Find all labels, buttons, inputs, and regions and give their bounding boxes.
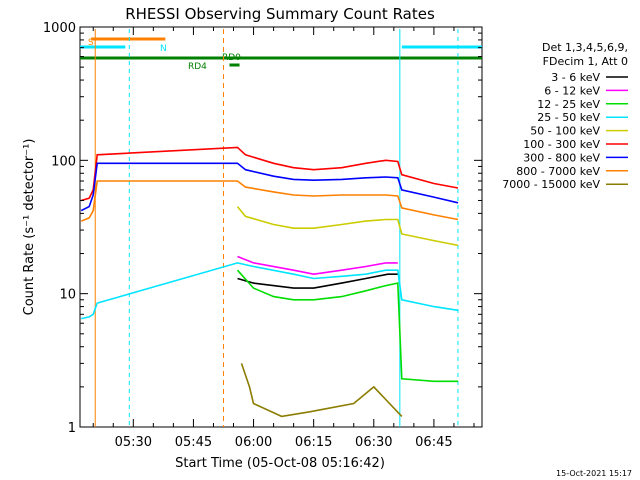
y-tick-label: 10 bbox=[59, 288, 76, 303]
x-axis-label: Start Time (05-Oct-08 05:16:42) bbox=[175, 456, 385, 471]
legend-entry: 6 - 12 keV bbox=[544, 84, 600, 97]
x-tick-label: 06:30 bbox=[355, 435, 392, 450]
plot-frame bbox=[79, 26, 483, 428]
series-line-0 bbox=[237, 273, 398, 289]
x-tick-label: 05:45 bbox=[175, 435, 212, 450]
axes-layer: 1 10 100 1000 05:30 05:45 06:00 06:15 06:30 06:45 bbox=[43, 21, 482, 450]
x-tick-label: 06:15 bbox=[295, 435, 332, 450]
x-tick-label: 06:00 bbox=[235, 435, 272, 450]
legend-layer: Det 1,3,4,5,6,9,FDecim 1, Att 0 3 - 6 keV… bbox=[502, 41, 628, 191]
chart-title: RHESSI Observing Summary Count Rates bbox=[125, 5, 435, 23]
y-tick-label: 1000 bbox=[43, 21, 76, 36]
series-line-1 bbox=[237, 255, 398, 276]
series-line-5 bbox=[80, 146, 459, 202]
series-layer bbox=[80, 146, 459, 418]
flag-label-s: S bbox=[88, 38, 94, 48]
legend-entry: 3 - 6 keV bbox=[551, 71, 600, 84]
y-axis-label: Count Rate (s⁻¹ detector⁻¹) bbox=[22, 139, 37, 316]
legend-header: Det 1,3,4,5,6,9, bbox=[542, 41, 628, 54]
legend-entry: 50 - 100 keV bbox=[530, 125, 600, 138]
series-line-7 bbox=[80, 180, 459, 222]
series-line-6 bbox=[80, 162, 459, 212]
legend-header: FDecim 1, Att 0 bbox=[543, 55, 628, 68]
flag-label-n: N bbox=[160, 44, 167, 54]
legend-entry: 800 - 7000 keV bbox=[516, 165, 600, 178]
legend-entry: 25 - 50 keV bbox=[537, 111, 600, 124]
series-line-3 bbox=[81, 262, 459, 320]
legend-entry: 100 - 300 keV bbox=[523, 138, 600, 151]
x-tick-label: 05:30 bbox=[115, 435, 152, 450]
y-tick-label: 100 bbox=[51, 154, 76, 169]
legend-entry: 7000 - 15000 keV bbox=[502, 178, 600, 191]
flag-label-rd0: RD0 bbox=[222, 53, 241, 63]
x-tick-label: 06:45 bbox=[415, 435, 452, 450]
series-line-8 bbox=[240, 363, 403, 418]
legend-entry: 12 - 25 keV bbox=[537, 98, 600, 111]
flag-label-rd4: RD4 bbox=[188, 62, 207, 72]
footer-timestamp: 15-Oct-2021 15:17 bbox=[556, 469, 632, 478]
y-tick-label: 1 bbox=[68, 421, 76, 436]
series-line-2 bbox=[236, 269, 458, 383]
flags-layer: S N RD0 RD4 bbox=[80, 29, 482, 427]
legend-entry: 300 - 800 keV bbox=[523, 151, 600, 164]
series-line-4 bbox=[236, 206, 459, 247]
